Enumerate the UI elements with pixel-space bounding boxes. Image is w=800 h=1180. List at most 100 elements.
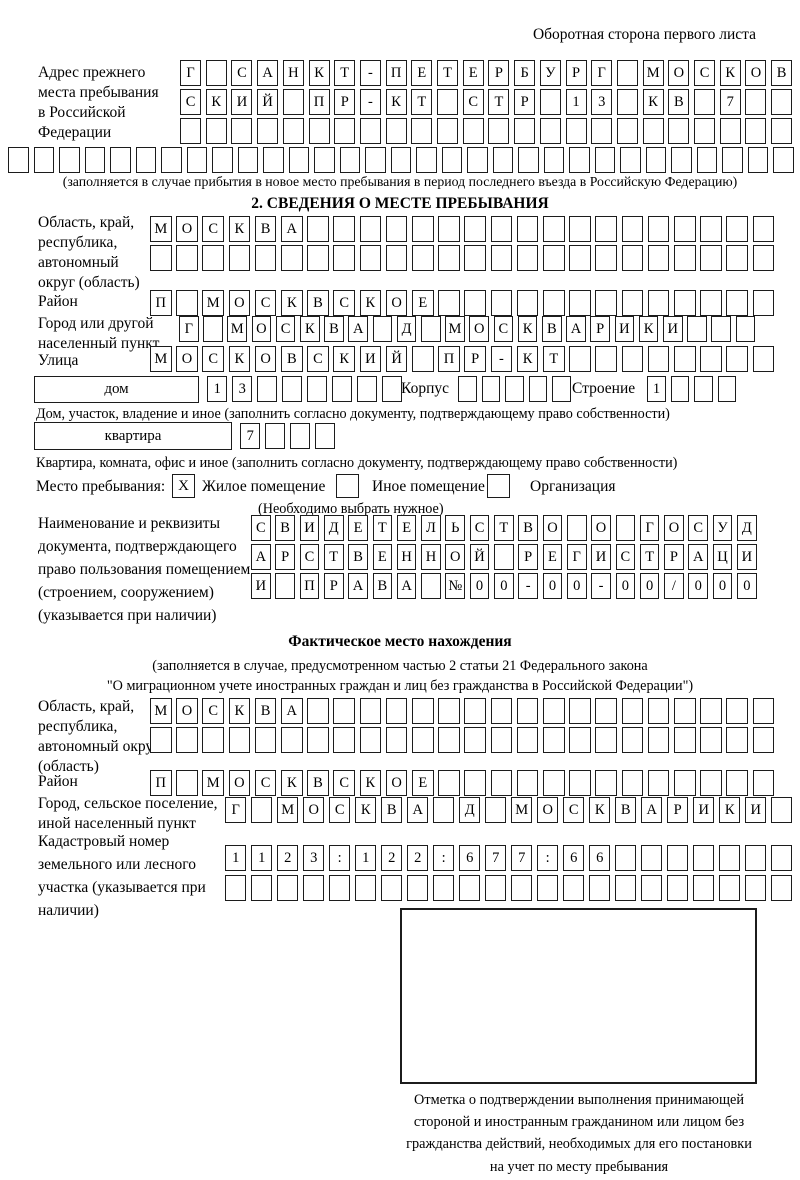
char-box[interactable] [485,875,507,901]
char-box[interactable]: К [355,797,377,823]
char-box[interactable]: Е [372,544,393,570]
char-box[interactable] [537,875,559,901]
char-box[interactable] [263,147,284,173]
char-box[interactable]: М [227,316,247,342]
char-box[interactable] [490,698,513,724]
char-box[interactable] [745,875,767,901]
char-box[interactable]: С [299,544,320,570]
char-box[interactable]: М [150,698,172,724]
char-box[interactable]: В [254,216,277,242]
char-box[interactable] [543,727,565,753]
char-box[interactable]: 3 [303,845,325,871]
char-box[interactable] [528,376,548,402]
char-box[interactable] [719,875,741,901]
char-box[interactable] [518,147,539,173]
char-box[interactable] [307,376,328,402]
char-box[interactable] [674,245,696,271]
char-box[interactable]: Л [421,515,441,541]
char-box[interactable] [339,147,361,173]
char-box[interactable]: В [381,797,403,823]
char-box[interactable]: 7 [240,423,261,449]
char-box[interactable] [237,147,259,173]
char-box[interactable]: 2 [407,845,429,871]
char-box[interactable] [543,216,565,242]
char-box[interactable]: С [333,290,355,316]
char-box[interactable]: А [566,316,586,342]
char-box[interactable] [615,875,637,901]
char-box[interactable]: В [254,698,277,724]
char-box[interactable] [464,727,486,753]
char-box[interactable] [726,245,748,271]
char-box[interactable]: М [277,797,299,823]
char-box[interactable] [516,216,539,242]
char-box[interactable] [438,216,460,242]
char-box[interactable]: К [205,89,227,115]
char-box[interactable]: Р [590,316,610,342]
char-box[interactable]: А [257,60,279,86]
char-box[interactable] [481,376,501,402]
char-box[interactable]: С [688,515,709,541]
char-box[interactable] [135,147,157,173]
char-box[interactable]: Г [639,515,660,541]
char-box[interactable] [539,89,561,115]
char-box[interactable]: О [303,797,325,823]
char-box[interactable]: Р [565,60,587,86]
char-box[interactable] [687,316,707,342]
char-box[interactable] [700,727,722,753]
char-box[interactable]: Й [385,346,408,372]
char-box[interactable] [265,423,286,449]
char-box[interactable] [771,845,793,871]
char-box[interactable] [566,515,587,541]
char-box[interactable] [314,147,335,173]
char-box[interactable]: К [359,290,382,316]
char-box[interactable]: 0 [494,573,514,599]
char-box[interactable] [315,423,336,449]
char-box[interactable] [110,147,131,173]
char-box[interactable]: Н [396,544,417,570]
char-box[interactable]: Й [257,89,279,115]
char-box[interactable] [747,147,769,173]
char-box[interactable] [647,216,670,242]
char-box[interactable] [647,698,670,724]
char-box[interactable] [771,797,793,823]
char-box[interactable] [59,147,80,173]
char-box[interactable]: О [668,60,690,86]
char-box[interactable] [569,216,591,242]
char-box[interactable] [203,316,223,342]
char-box[interactable]: В [275,515,295,541]
char-box[interactable] [771,89,793,115]
char-box[interactable] [745,89,767,115]
char-box[interactable]: Е [412,770,434,796]
char-box[interactable]: Е [411,60,433,86]
char-box[interactable] [726,216,748,242]
char-box[interactable] [569,346,591,372]
char-box[interactable] [621,346,644,372]
char-box[interactable] [565,118,587,144]
char-box[interactable] [212,147,233,173]
char-box[interactable]: С [251,515,271,541]
char-box[interactable]: Р [323,573,344,599]
char-box[interactable] [438,290,460,316]
char-box[interactable] [412,216,434,242]
char-box[interactable] [462,118,484,144]
char-box[interactable] [700,216,722,242]
char-box[interactable]: О [228,770,251,796]
char-box[interactable] [615,845,637,871]
char-box[interactable]: 3 [232,376,253,402]
char-box[interactable]: М [150,346,172,372]
char-box[interactable]: Ц [712,544,733,570]
char-box[interactable] [437,89,459,115]
char-box[interactable]: И [299,515,320,541]
char-box[interactable] [303,875,325,901]
char-box[interactable]: С [307,346,329,372]
char-box[interactable] [595,698,617,724]
char-box[interactable] [505,376,524,402]
char-box[interactable]: Д [459,797,481,823]
char-box[interactable]: У [539,60,561,86]
char-box[interactable] [381,875,403,901]
char-box[interactable] [569,290,591,316]
char-box[interactable] [700,698,722,724]
char-box[interactable]: О [445,544,466,570]
char-box[interactable] [205,118,227,144]
char-box[interactable] [711,316,731,342]
